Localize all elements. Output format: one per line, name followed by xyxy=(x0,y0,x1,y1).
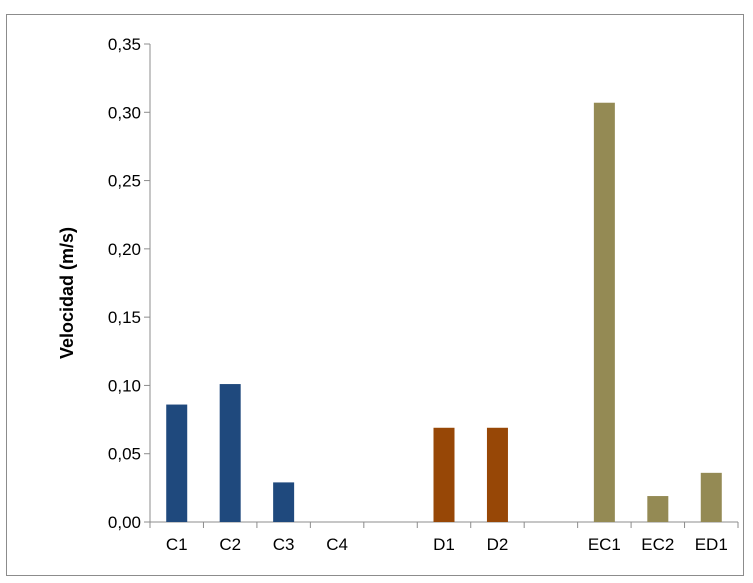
bar-d1 xyxy=(433,427,455,522)
y-tick-label: 0,35 xyxy=(108,35,141,54)
x-tick-label: EC2 xyxy=(641,535,674,554)
y-tick-label: 0,10 xyxy=(108,376,141,395)
y-tick-label: 0,05 xyxy=(108,445,141,464)
y-axis-ticks: 0,00 0,05 0,10 0,15 0,20 0,25 0,30 0,35 xyxy=(108,35,150,532)
bars xyxy=(166,102,722,523)
y-tick-label: 0,25 xyxy=(108,172,141,191)
bar-ec2 xyxy=(647,496,669,522)
x-tick-label: D2 xyxy=(487,535,509,554)
y-tick-label: 0,00 xyxy=(108,513,141,532)
bar-ec1 xyxy=(593,102,615,523)
chart-frame xyxy=(6,14,744,576)
bar-ed1 xyxy=(700,472,722,522)
x-tick-label: C1 xyxy=(166,535,188,554)
x-tick-label: ED1 xyxy=(695,535,728,554)
x-axis-ticks: C1 C2 C3 C4 D1 D2 EC1 EC2 ED1 xyxy=(149,522,739,554)
x-tick-label: D1 xyxy=(433,535,455,554)
bar-c3 xyxy=(273,482,295,522)
x-tick-label: C3 xyxy=(273,535,295,554)
y-tick-label: 0,20 xyxy=(108,240,141,259)
x-tick-label: C2 xyxy=(219,535,241,554)
y-tick-label: 0,15 xyxy=(108,308,141,327)
x-tick-label: C4 xyxy=(326,535,348,554)
bar-d2 xyxy=(486,427,508,522)
y-tick-label: 0,30 xyxy=(108,103,141,122)
y-axis-label: Velocidad (m/s) xyxy=(57,227,77,359)
x-tick-label: EC1 xyxy=(588,535,621,554)
bar-c1 xyxy=(166,404,188,522)
bar-c2 xyxy=(219,384,241,522)
